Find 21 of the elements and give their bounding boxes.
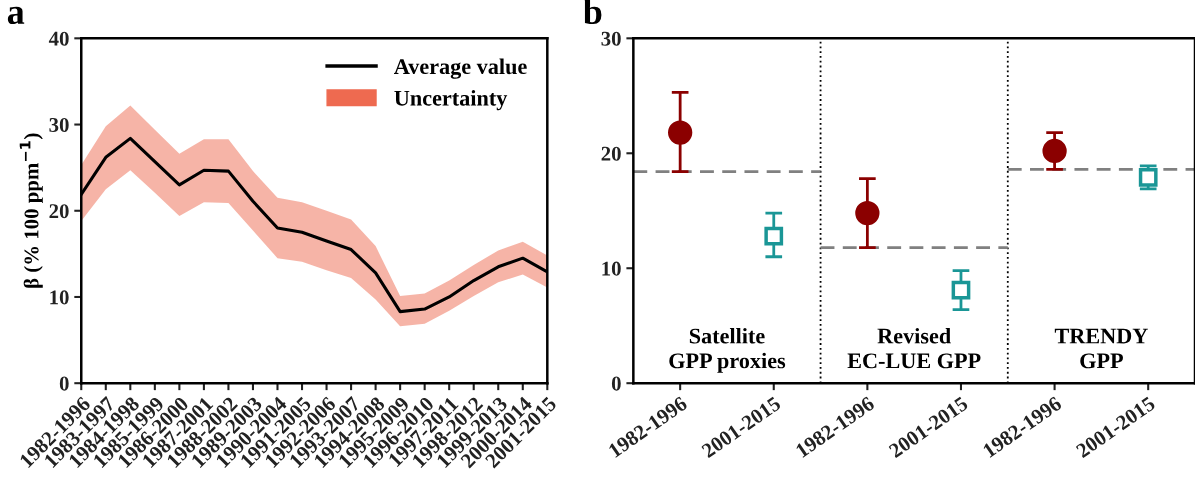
chart-title: a bbox=[7, 6, 25, 25]
y-tick-label: 0 bbox=[59, 376, 69, 391]
y-tick-label: 0 bbox=[611, 376, 621, 391]
y-tick-label: 40 bbox=[48, 31, 69, 46]
point bbox=[668, 120, 693, 145]
y-tick-label: 30 bbox=[601, 31, 621, 46]
point bbox=[764, 226, 784, 246]
legend-label: Uncertainty bbox=[394, 90, 508, 111]
legend-label: Average value bbox=[394, 58, 527, 79]
point bbox=[855, 200, 880, 226]
annotation: Satellite GPP proxies bbox=[669, 327, 786, 373]
y-tick-label: 10 bbox=[50, 290, 69, 305]
annotation: TRENDY GPP bbox=[1054, 328, 1148, 369]
y-tick-label: 10 bbox=[602, 261, 621, 276]
y-tick-label: 30 bbox=[49, 117, 69, 132]
annotation: Revised EC-LUE GPP bbox=[847, 327, 981, 369]
y-tick-label: 20 bbox=[49, 204, 69, 219]
point bbox=[951, 280, 971, 300]
point bbox=[1042, 138, 1067, 164]
y-tick-label: 20 bbox=[601, 146, 621, 161]
y-axis-title: β (% 100 ppm$^{−1}$) bbox=[19, 133, 43, 288]
